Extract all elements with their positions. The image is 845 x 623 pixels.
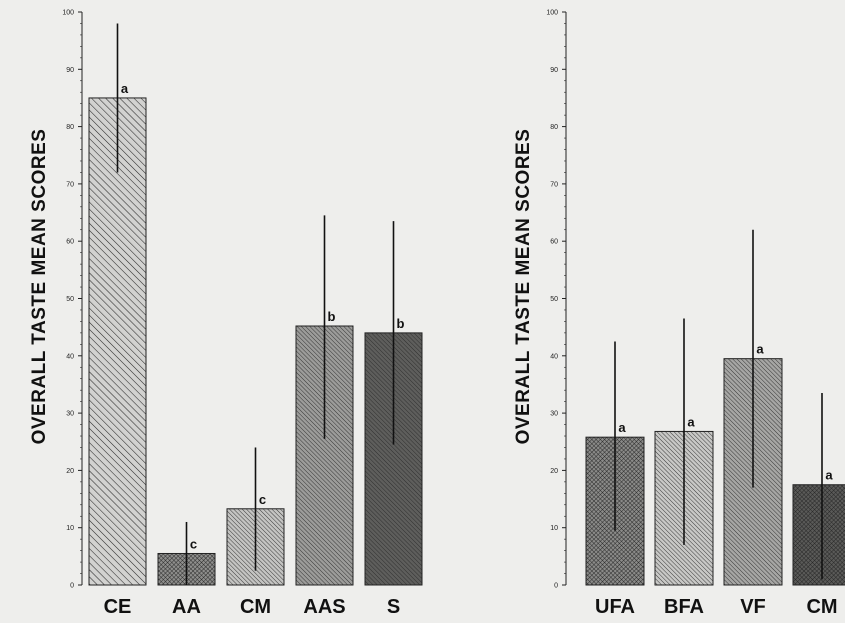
y-tick-label: 60 xyxy=(66,239,74,246)
significance-label: a xyxy=(121,81,129,96)
x-category-label: CE xyxy=(104,596,132,618)
y-axis-label: OVERALL TASTE MEAN SCORES xyxy=(513,129,534,445)
significance-label: b xyxy=(328,309,336,324)
y-tick-label: 90 xyxy=(550,67,558,74)
x-category-label: CM xyxy=(240,596,271,618)
significance-label: c xyxy=(259,492,266,507)
x-category-label: AA xyxy=(172,596,201,618)
y-tick-label: 30 xyxy=(550,411,558,418)
y-tick-label: 50 xyxy=(550,296,558,303)
x-category-label: BFA xyxy=(664,596,704,618)
significance-label: a xyxy=(618,420,626,435)
y-tick-label: 10 xyxy=(66,525,74,532)
y-tick-label: 0 xyxy=(554,583,558,590)
y-axis-label: OVERALL TASTE MEAN SCORES xyxy=(29,129,50,445)
x-category-label: VF xyxy=(740,596,766,618)
y-tick-label: 60 xyxy=(550,239,558,246)
y-tick-label: 90 xyxy=(66,67,74,74)
y-tick-label: 70 xyxy=(66,181,74,188)
y-tick-label: 80 xyxy=(550,124,558,131)
y-tick-label: 40 xyxy=(550,353,558,360)
y-tick-label: 30 xyxy=(66,411,74,418)
right-bar-chart: OVERALL TASTE MEAN SCORES 0 10 20 30 40 50 60 70… xyxy=(513,10,845,618)
x-category-label: CM xyxy=(806,596,837,618)
x-category-label: S xyxy=(387,596,400,618)
y-tick-label: 20 xyxy=(550,468,558,475)
y-tick-label: 80 xyxy=(66,124,74,131)
y-tick-label: 20 xyxy=(66,468,74,475)
x-category-label: UFA xyxy=(595,596,635,618)
bar-cm xyxy=(792,484,845,586)
y-tick-label: 70 xyxy=(550,181,558,188)
y-tick-label: 40 xyxy=(66,353,74,360)
significance-label: b xyxy=(397,316,405,331)
y-tick-label: 0 xyxy=(70,583,74,590)
y-tick-label: 100 xyxy=(62,10,74,17)
x-category-label: AAS xyxy=(303,596,345,618)
significance-label: a xyxy=(687,414,695,429)
y-tick-label: 100 xyxy=(546,10,558,17)
left-bar-chart: OVERALL TASTE MEAN SCORES 0 10 20 30 40 50 60 70… xyxy=(29,10,423,618)
bar-ce xyxy=(88,97,147,586)
significance-label: c xyxy=(190,536,197,551)
y-tick-label: 50 xyxy=(66,296,74,303)
significance-label: a xyxy=(756,342,764,357)
y-tick-label: 10 xyxy=(550,525,558,532)
significance-label: a xyxy=(825,468,833,483)
